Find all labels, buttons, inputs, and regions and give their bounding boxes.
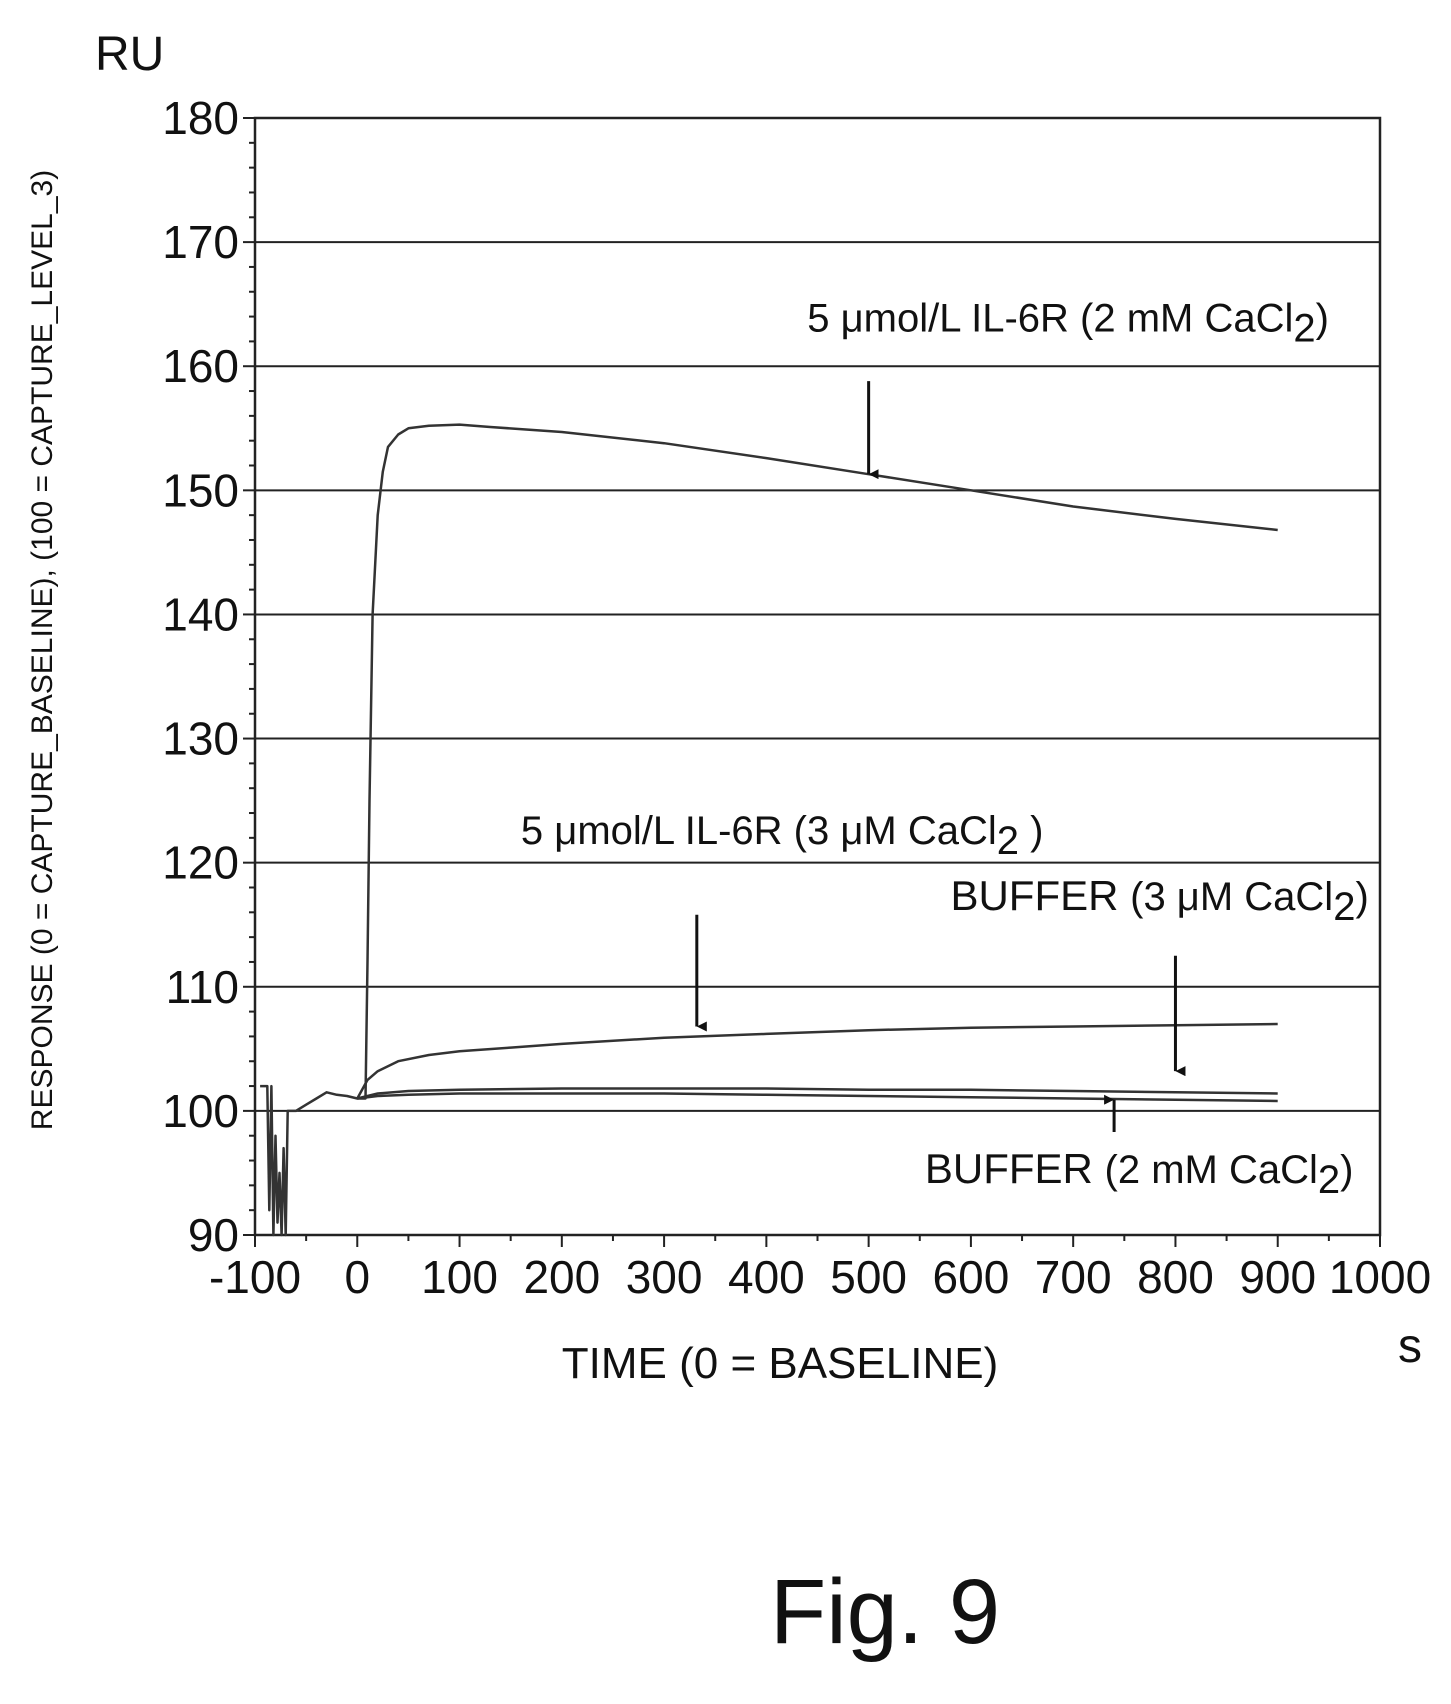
y-tick-label: 160 <box>162 340 239 392</box>
y-tick-label: 140 <box>162 588 239 640</box>
y-tick-label: 120 <box>162 837 239 889</box>
annotations: 5 μmol/L IL-6R (2 mM CaCl2) 5 μmol/L IL-6… <box>521 296 1369 1201</box>
x-tick-label: 0 <box>344 1251 370 1303</box>
annotation-label: 5 μmol/L IL-6R (3 μM CaCl2 ) <box>521 809 1044 863</box>
series-line <box>356 1022 1278 1100</box>
x-tick-label: 500 <box>830 1251 907 1303</box>
x-tick-label: 1000 <box>1329 1251 1431 1303</box>
annotation-label: BUFFER (3 μM CaCl2) <box>950 872 1368 929</box>
y-tick-label: 170 <box>162 216 239 268</box>
y-tick-label: 130 <box>162 713 239 765</box>
x-tick-label: 100 <box>421 1251 498 1303</box>
figure-label: Fig. 9 <box>770 1561 1001 1663</box>
series-lines <box>260 423 1278 1237</box>
axes: 90 100 110 120 130 140 150 160 170 180 -100 0 100 200… <box>162 92 1431 1303</box>
x-tick-label: 200 <box>523 1251 600 1303</box>
x-axis-title: TIME (0 = BASELINE) <box>562 1339 998 1388</box>
plot-frame <box>253 116 1382 1237</box>
annotation-label: BUFFER (2 mM CaCl2) <box>925 1145 1354 1202</box>
x-tick-label: 900 <box>1239 1251 1316 1303</box>
y-tick-label: 100 <box>162 1085 239 1137</box>
y-tick-label: 180 <box>162 92 239 144</box>
y-tick-label: 150 <box>162 464 239 516</box>
y-tick-label: 90 <box>188 1209 239 1261</box>
y-unit-label: RU <box>95 28 164 81</box>
x-tick-label: 400 <box>728 1251 805 1303</box>
x-tick-label: 700 <box>1035 1251 1112 1303</box>
x-tick-label: -100 <box>209 1251 301 1303</box>
x-tick-label: 300 <box>626 1251 703 1303</box>
annotation-label: 5 μmol/L IL-6R (2 mM CaCl2) <box>807 296 1329 350</box>
x-tick-label: 600 <box>933 1251 1010 1303</box>
x-unit-label: s <box>1398 1320 1422 1373</box>
y-tick-label: 110 <box>166 961 239 1013</box>
series-line <box>357 1087 1278 1100</box>
series-line <box>357 1092 1278 1103</box>
y-axis-title: RESPONSE (0 = CAPTURE_BASELINE), (100 = … <box>26 170 59 1130</box>
x-tick-label: 800 <box>1137 1251 1214 1303</box>
gridlines <box>255 117 1380 1112</box>
